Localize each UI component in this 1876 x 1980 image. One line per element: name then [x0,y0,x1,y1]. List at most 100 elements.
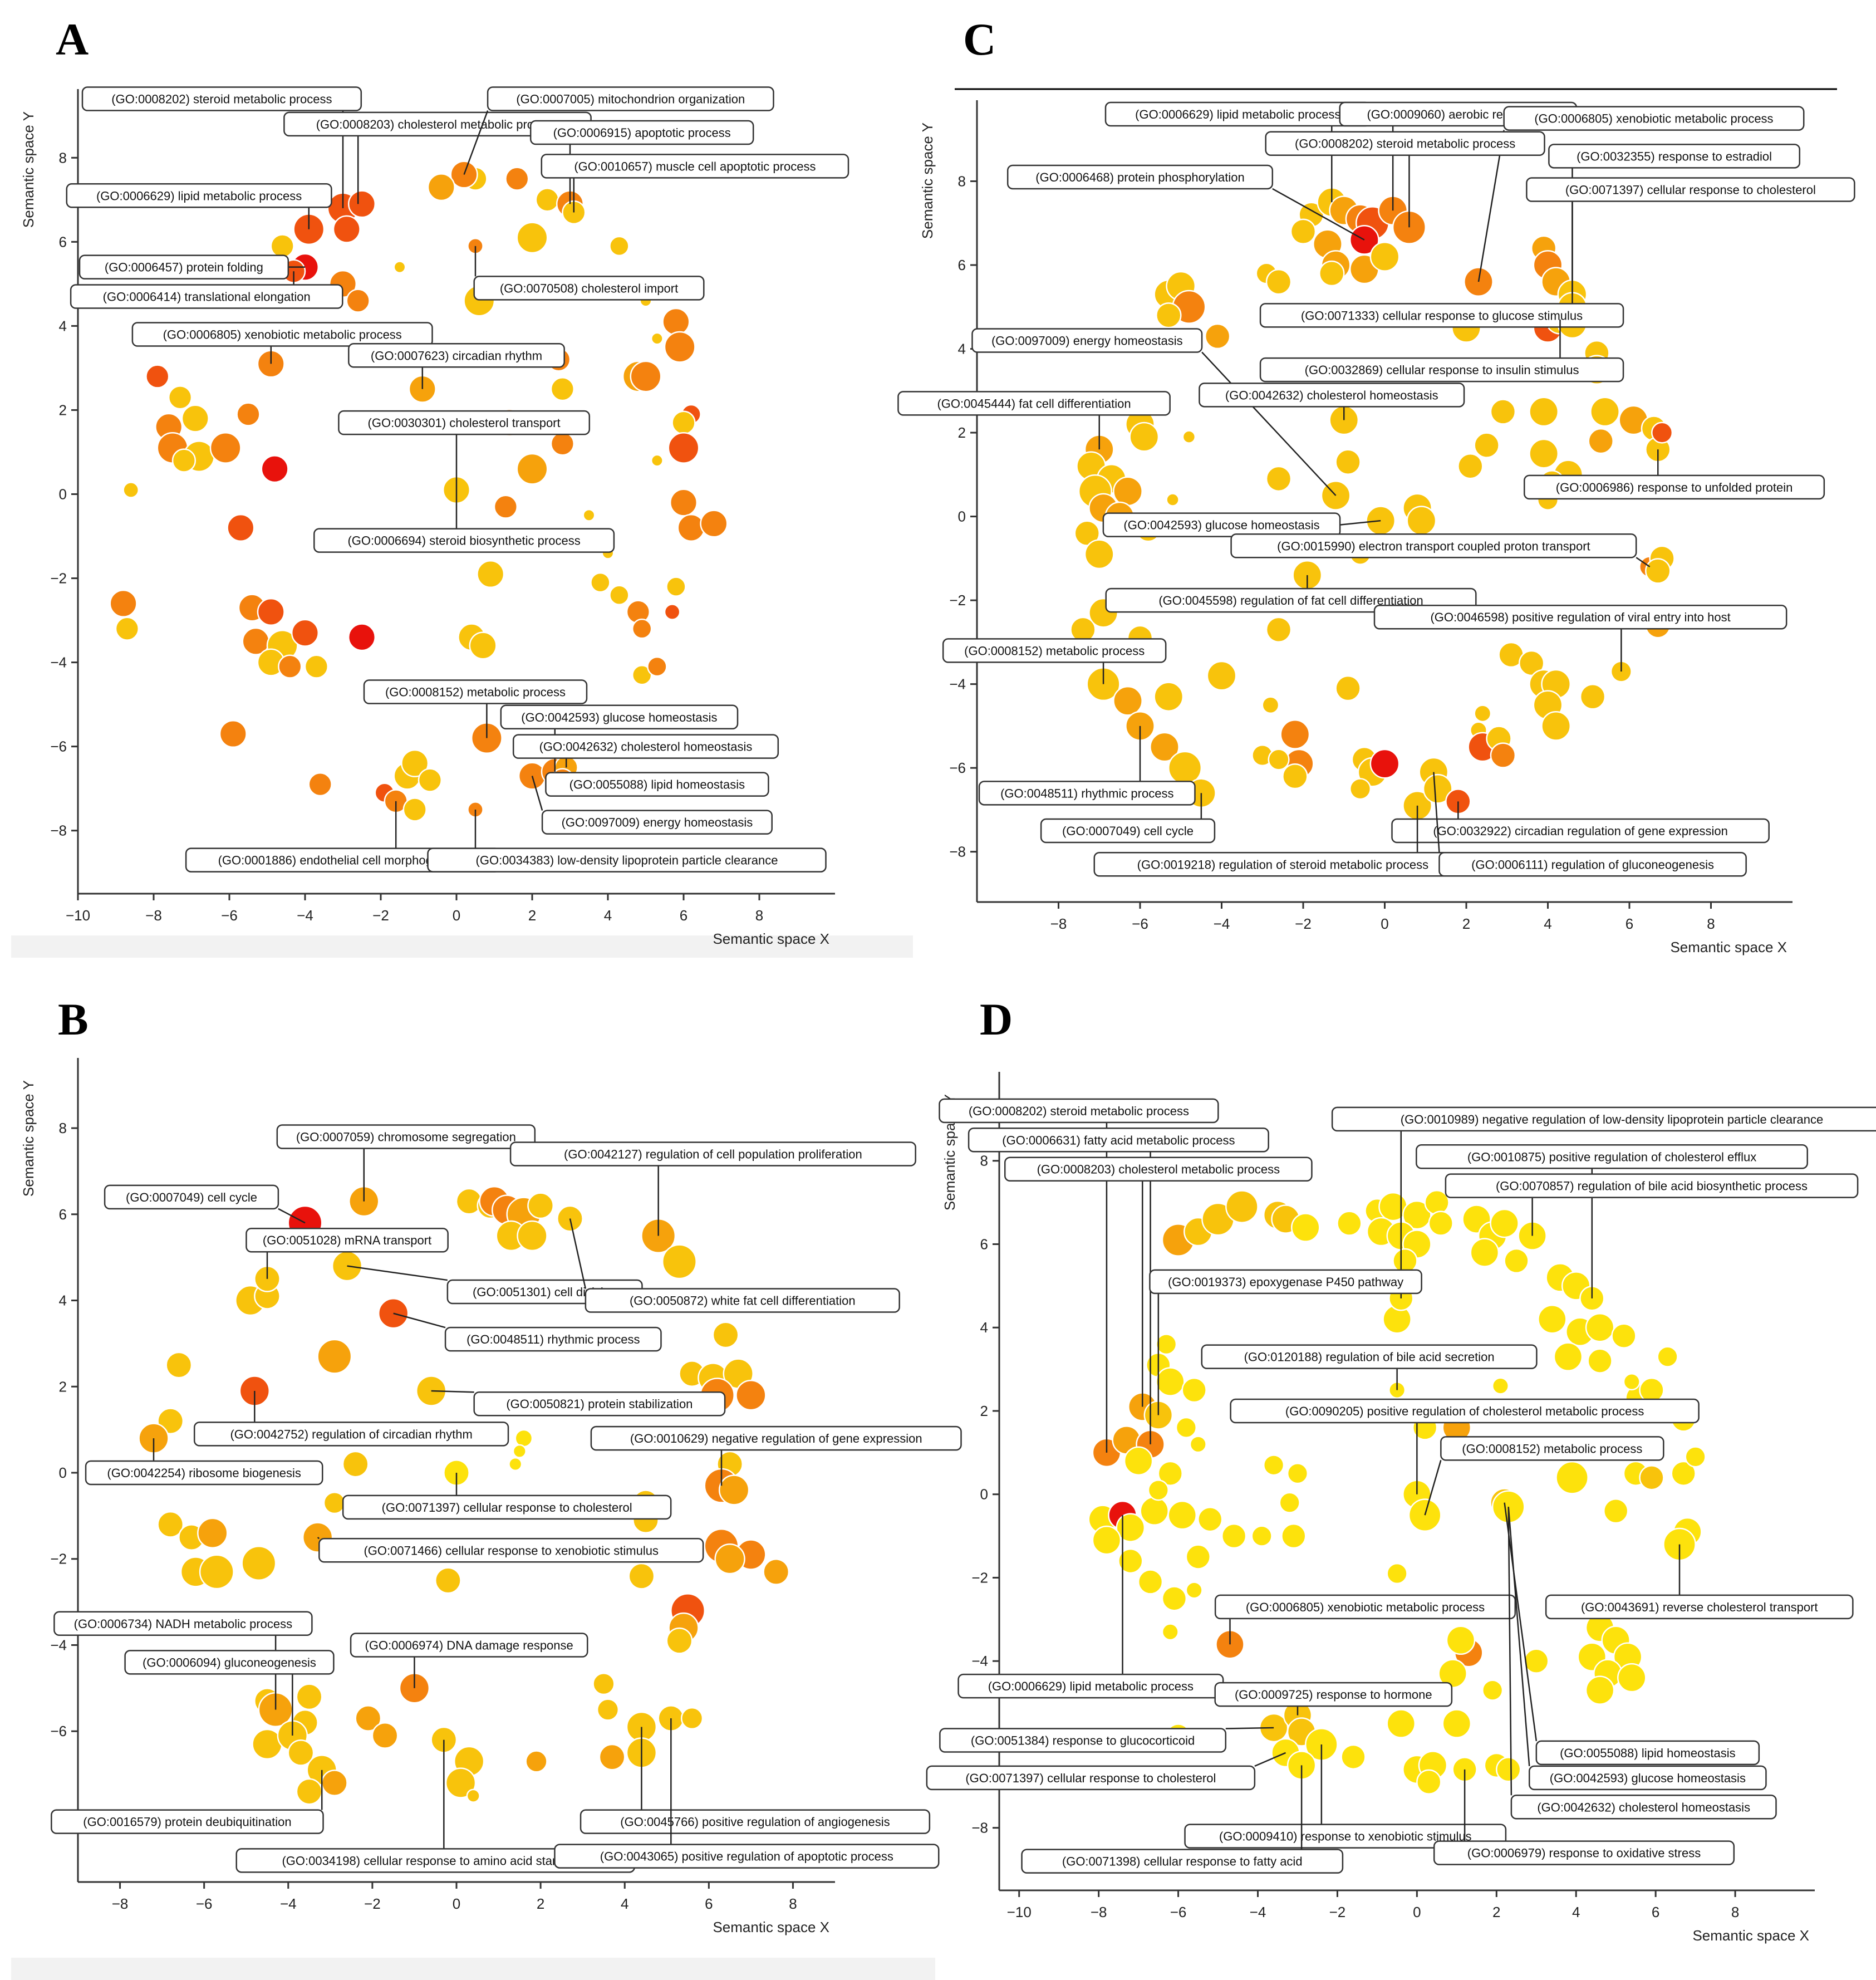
annotation-box [590,1425,962,1451]
annotation-box [1004,1156,1313,1182]
scatter-chart: −8 −6 −4 −2 0 2 4 6 8 −8 −6 −4 −2 0 2 4 6 8 Semantic space… [897,88,1855,955]
bubble [1221,1523,1247,1549]
leader-line [1201,351,1337,496]
bubble [1504,1248,1529,1274]
annotation-label: (GO:0006805) xenobiotic metabolic proces… [1534,112,1773,126]
bubble [1428,1210,1453,1236]
bubble [647,656,667,677]
bubble [712,1321,739,1349]
annotation-label: (GO:0042632) cholesterol homeostasis [539,740,753,754]
x-tick-label: −6 [221,907,238,924]
bubble [1175,1417,1197,1439]
bubble [355,1705,382,1732]
x-tick-label: −4 [1214,915,1230,932]
x-tick-label: −8 [145,907,162,924]
annotation-box [1529,1765,1767,1791]
annotation-box [1230,1398,1700,1424]
bubble [1113,685,1143,716]
bubble [1129,422,1160,452]
bubble [666,1627,693,1654]
bubbles [1070,187,1675,821]
x-axis-label: Semantic space X [713,930,829,947]
annotation-box [541,154,849,179]
y-tick-label: 6 [980,1236,988,1252]
annotation-box [942,638,1167,663]
x-tick-label: −6 [1170,1904,1187,1920]
bubble [1286,1463,1309,1484]
bubble [1290,218,1317,245]
bubble [1182,430,1196,444]
annotation-box [81,86,362,111]
annotation-box [1230,533,1637,558]
y-tick-label: −4 [949,676,966,693]
annotation-label: (GO:0019373) epoxygenase P450 pathway [1168,1275,1403,1289]
annotation-box [1438,852,1747,877]
annotation-box [51,1809,324,1834]
bubble [209,432,242,464]
bubble [1369,748,1400,779]
bubble [680,1707,704,1730]
annotation-label: (GO:0006457) protein folding [105,261,263,275]
bubble [1491,1377,1509,1395]
y-tick-label: 2 [59,1378,67,1395]
bubble [1464,267,1494,297]
annotation-label: (GO:0045444) fat cell differentiation [937,396,1131,410]
annotation-label: (GO:0001886) endothelial cell morphogene… [218,854,468,868]
bubble [516,453,548,485]
bubble [650,332,664,345]
annotation-label: (GO:0006805) xenobiotic metabolic proces… [163,328,402,342]
annotation-label: (GO:0007623) circadian rhythm [371,349,542,362]
bubble [650,454,664,467]
annotation-label: (GO:0008203) cholesterol metabolic proce… [316,117,559,131]
bubble [1538,1304,1567,1334]
annotation-label: (GO:0032922) circadian regulation of gen… [1433,824,1728,838]
annotation-label: (GO:0008152) metabolic process [385,685,566,699]
bubble [1496,1757,1521,1782]
bubble [714,1543,745,1575]
bubble [1157,1461,1183,1486]
annotation-box [585,1288,900,1313]
annotation-label: (GO:0010657) muscle cell apoptotic proce… [574,159,816,173]
annotation-label: (GO:0008202) steroid metabolic process [111,92,332,106]
bubble [677,513,705,542]
y-tick-label: −6 [50,738,67,755]
annotation-label: (GO:0010875) positive regulation of chol… [1467,1150,1756,1164]
bubble [1386,1562,1408,1585]
bubble [1555,1461,1589,1494]
y-tick-label: −6 [50,1723,67,1739]
bubble [669,488,698,517]
annotation-label: (GO:0008152) metabolic process [964,644,1145,658]
bubble [596,1698,620,1721]
bubble [1140,1496,1169,1526]
bubble [1337,1210,1362,1236]
annotation-label: (GO:0043691) reverse cholesterol transpo… [1581,1600,1818,1614]
bubble [1579,683,1606,710]
annotation-box [580,1809,931,1834]
x-tick-label: 2 [1492,1904,1500,1920]
bubble [145,364,170,389]
annotation-label: (GO:0071333) cellular response to glucos… [1301,308,1583,322]
bubble [1639,1465,1664,1491]
x-axis-label: Semantic space X [713,1919,829,1935]
x-tick-label: 6 [680,907,687,924]
bubble [1651,422,1673,444]
bubble [1185,1581,1203,1599]
annotation-label: (GO:0043065) positive regulation of apop… [600,1850,893,1864]
x-tick-label: 6 [1625,915,1633,932]
bubble [1280,719,1310,749]
annotation-label: (GO:0051028) mRNA transport [263,1233,431,1247]
annotation-label: (GO:0006986) response to unfolded protei… [1556,481,1793,494]
bubble [393,261,406,274]
bubble [1518,650,1545,677]
bubble [1281,1523,1307,1549]
bubble [1206,660,1237,691]
leader-line [1254,1752,1286,1767]
x-tick-label: −4 [280,1895,297,1912]
annotation-box [104,1184,279,1210]
annotation-label: (GO:0097009) energy homeostasis [562,816,753,830]
annotation-box [427,847,827,873]
leader-line [278,1208,306,1224]
bubble [197,1517,228,1549]
annotation-label: (GO:0042127) regulation of cell populati… [564,1147,862,1161]
bubble [401,749,429,777]
